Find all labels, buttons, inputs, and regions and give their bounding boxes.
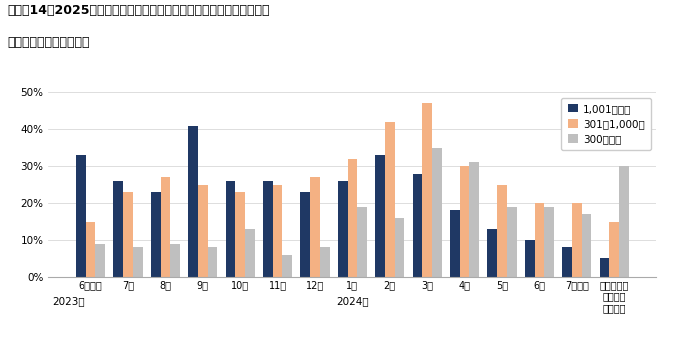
Bar xyxy=(507,207,517,277)
Bar xyxy=(95,244,105,277)
Bar xyxy=(170,244,180,277)
Bar xyxy=(460,166,469,277)
Bar xyxy=(609,222,619,277)
Bar xyxy=(545,207,554,277)
Bar xyxy=(357,207,367,277)
Bar xyxy=(188,126,198,277)
Bar xyxy=(572,203,582,277)
Bar xyxy=(236,192,245,277)
Text: ［図表14］2025年卒採用の個別企業セミナー・説明会の開催時期（複: ［図表14］2025年卒採用の個別企業セミナー・説明会の開催時期（複 xyxy=(7,4,269,17)
Bar xyxy=(320,247,330,277)
Bar xyxy=(562,247,572,277)
Bar xyxy=(310,177,320,277)
Bar xyxy=(113,181,123,277)
Bar xyxy=(123,192,133,277)
Bar xyxy=(348,159,357,277)
Bar xyxy=(525,240,535,277)
Bar xyxy=(600,258,609,277)
Bar xyxy=(86,222,95,277)
Bar xyxy=(198,185,208,277)
Text: 2023年: 2023年 xyxy=(53,296,85,306)
Text: 数回答、従業員規模別）: 数回答、従業員規模別） xyxy=(7,36,89,49)
Bar xyxy=(283,255,292,277)
Bar xyxy=(273,185,283,277)
Text: 2024年: 2024年 xyxy=(336,296,369,306)
Bar xyxy=(160,177,170,277)
Bar xyxy=(151,192,160,277)
Bar xyxy=(432,148,442,277)
Bar xyxy=(422,103,432,277)
Bar xyxy=(375,155,385,277)
Bar xyxy=(535,203,545,277)
Bar xyxy=(133,247,142,277)
Bar xyxy=(619,166,629,277)
Bar xyxy=(487,229,497,277)
Bar xyxy=(395,218,404,277)
Bar xyxy=(208,247,218,277)
Bar xyxy=(385,122,395,277)
Bar xyxy=(76,155,86,277)
Legend: 1,001名以上, 301～1,000名, 300名以下: 1,001名以上, 301～1,000名, 300名以下 xyxy=(561,98,651,151)
Bar xyxy=(226,181,236,277)
Bar xyxy=(413,174,422,277)
Bar xyxy=(338,181,348,277)
Bar xyxy=(301,192,310,277)
Bar xyxy=(497,185,507,277)
Bar xyxy=(582,214,591,277)
Bar xyxy=(263,181,273,277)
Bar xyxy=(245,229,255,277)
Bar xyxy=(450,211,460,277)
Bar xyxy=(469,163,479,277)
